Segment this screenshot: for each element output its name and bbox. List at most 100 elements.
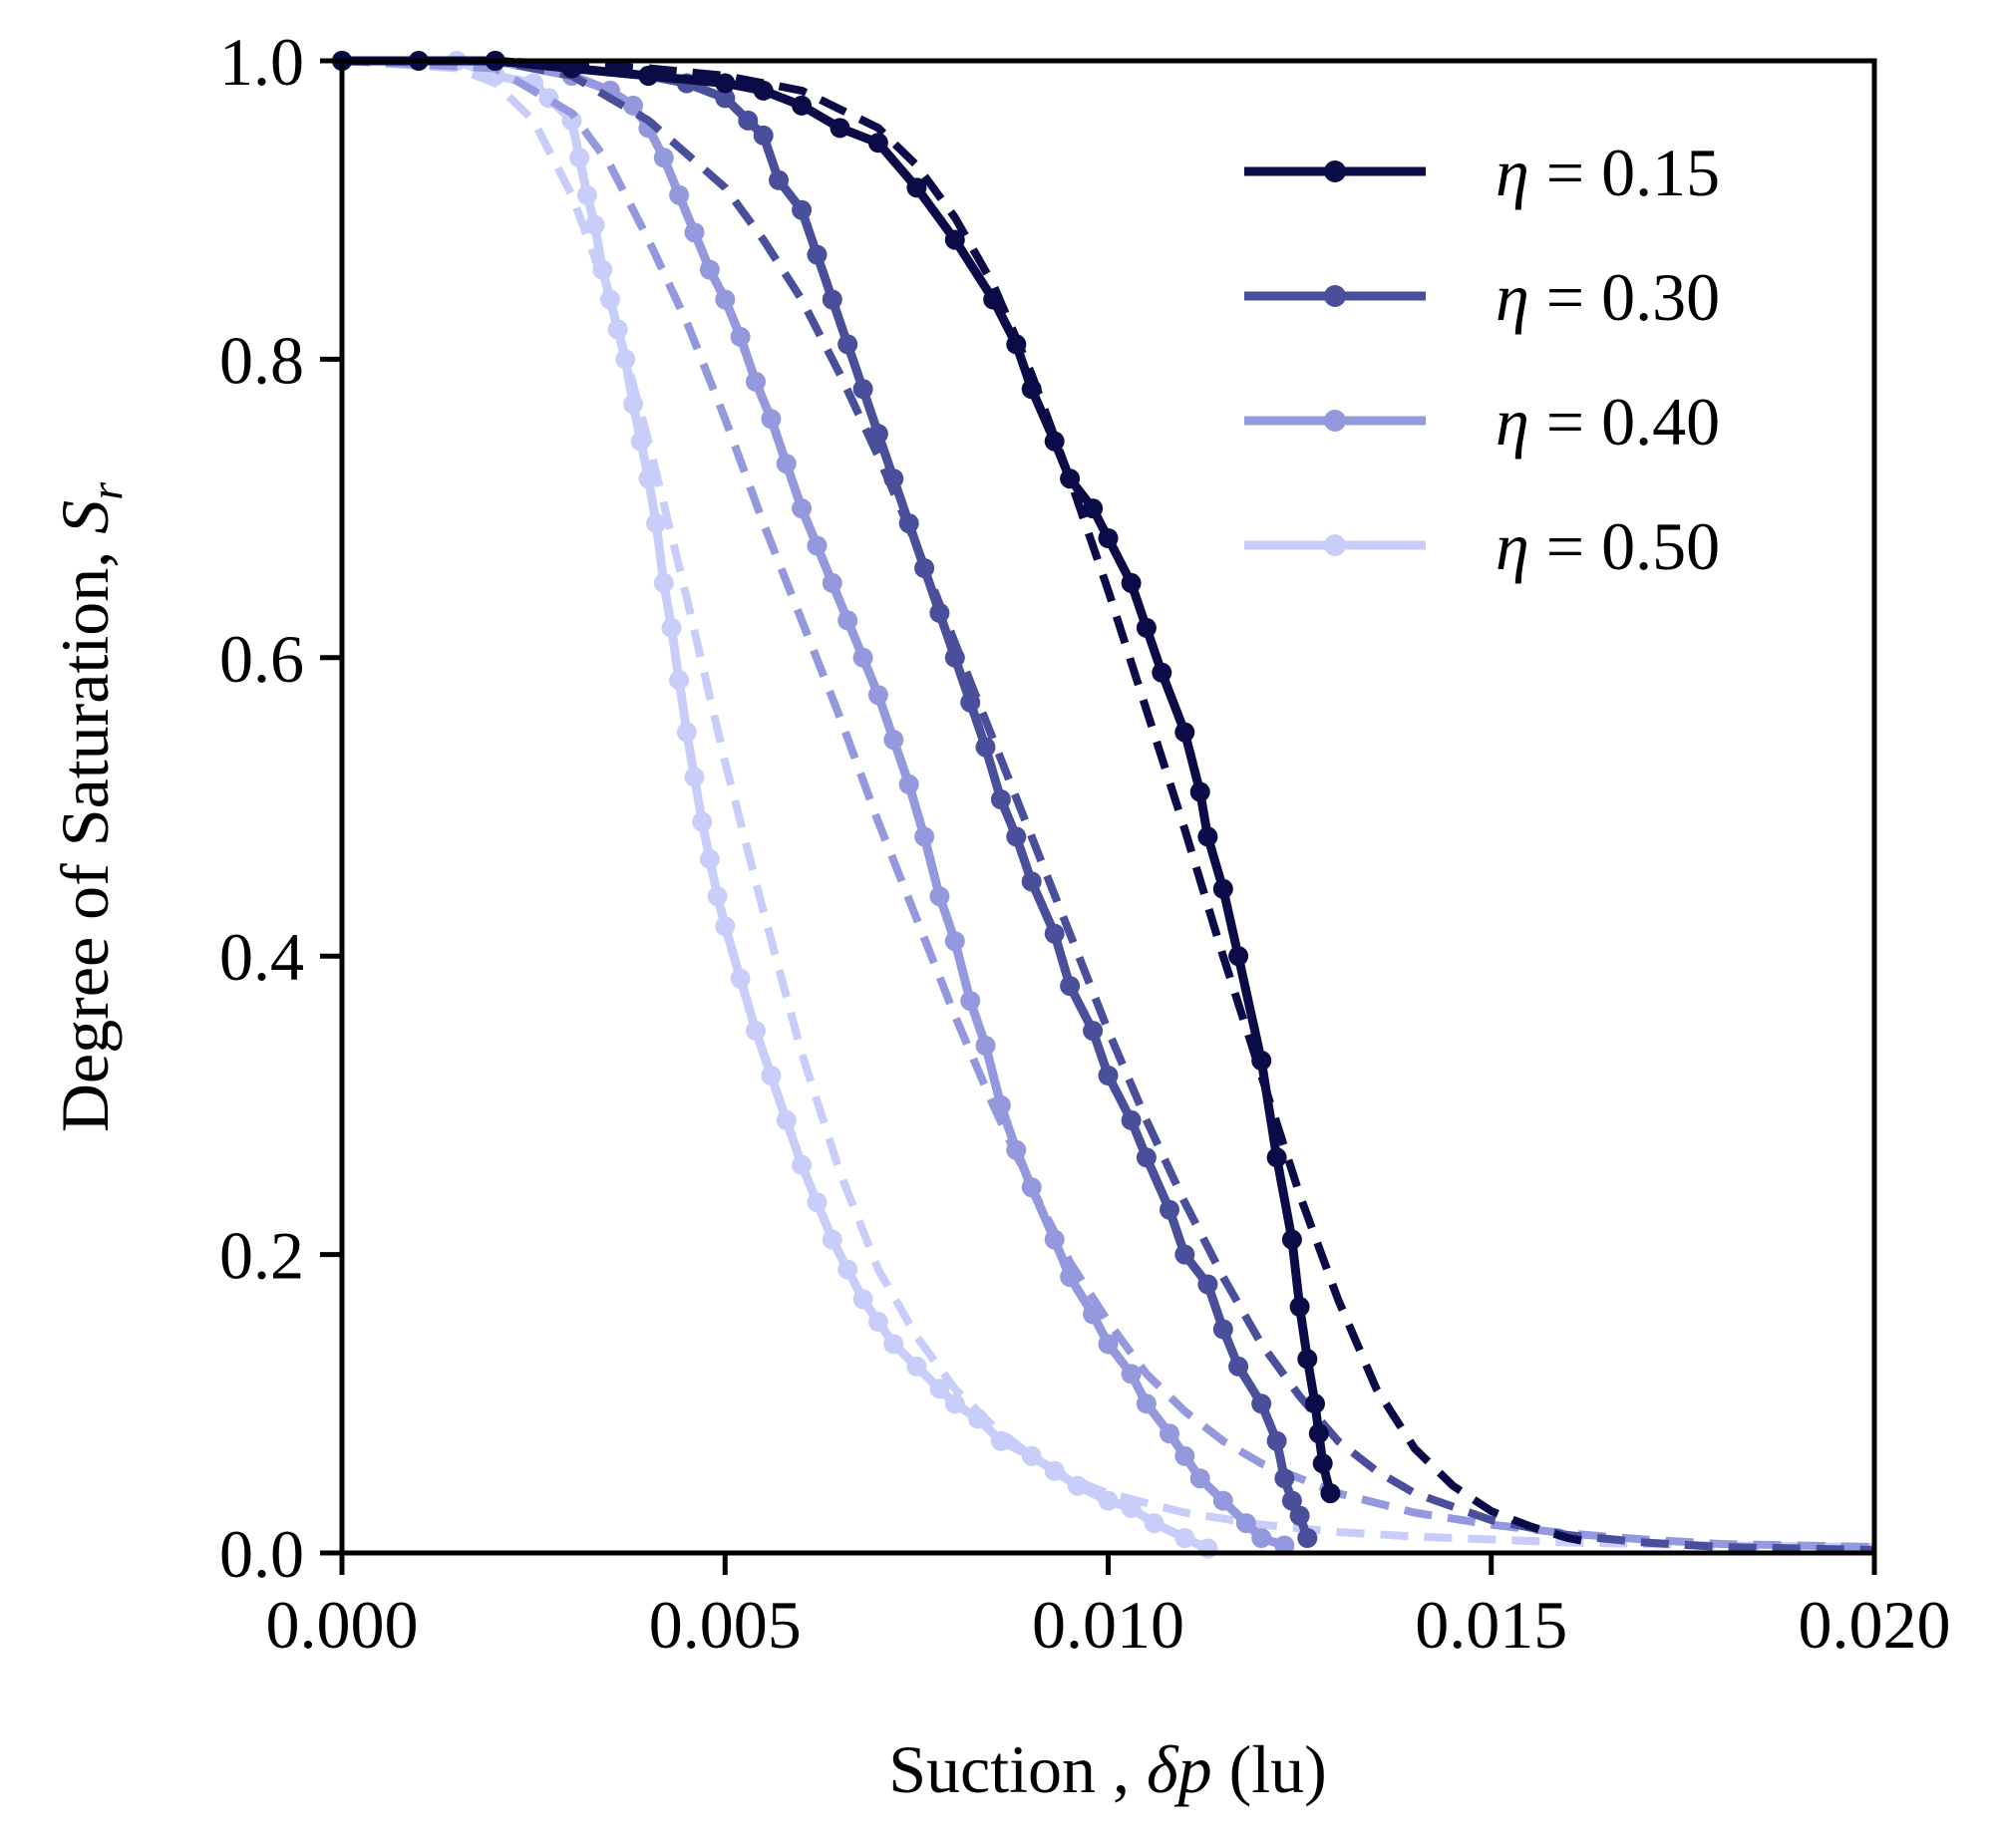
data-point bbox=[761, 409, 782, 430]
data-point bbox=[1197, 1274, 1218, 1295]
data-point bbox=[753, 125, 774, 146]
data-point bbox=[653, 148, 674, 168]
data-point bbox=[1266, 1430, 1287, 1451]
data-point bbox=[707, 886, 728, 907]
data-point bbox=[852, 647, 873, 668]
data-point bbox=[990, 1094, 1011, 1115]
data-point bbox=[906, 1356, 927, 1377]
data-point bbox=[592, 259, 613, 280]
x-tick-label: 0.005 bbox=[649, 1587, 802, 1663]
data-point bbox=[1251, 1393, 1272, 1414]
series-1 bbox=[332, 51, 1875, 1554]
data-point bbox=[623, 95, 643, 116]
data-point bbox=[1312, 1453, 1333, 1474]
data-point bbox=[1121, 572, 1142, 593]
y-tick-label: 0.0 bbox=[219, 1516, 304, 1592]
data-point bbox=[1121, 1364, 1142, 1385]
y-tick-label: 0.6 bbox=[219, 621, 304, 697]
data-point bbox=[807, 535, 828, 556]
data-point bbox=[1060, 976, 1081, 997]
data-point bbox=[792, 95, 813, 116]
data-point bbox=[1212, 878, 1233, 899]
data-point bbox=[699, 259, 720, 280]
data-point bbox=[684, 767, 705, 787]
data-point bbox=[1067, 1475, 1088, 1496]
data-point bbox=[1098, 1066, 1119, 1085]
data-point bbox=[576, 184, 597, 205]
data-point bbox=[792, 498, 813, 519]
y-tick-label: 1.0 bbox=[219, 24, 304, 100]
data-point bbox=[1098, 528, 1119, 548]
data-point bbox=[1228, 1356, 1249, 1377]
data-point bbox=[1044, 923, 1065, 944]
data-point bbox=[1006, 1139, 1027, 1160]
legend-swatch-marker bbox=[1324, 285, 1346, 307]
data-point bbox=[623, 394, 643, 415]
data-point bbox=[944, 1393, 965, 1414]
x-tick-label: 0.015 bbox=[1415, 1587, 1567, 1663]
data-point bbox=[761, 1066, 782, 1085]
data-point bbox=[676, 722, 697, 743]
x-tick-label: 0.010 bbox=[1032, 1587, 1184, 1663]
data-point bbox=[1152, 662, 1172, 683]
legend: η = 0.15 η = 0.30 η = 0.40 η = 0.50 bbox=[1244, 135, 1720, 584]
data-point bbox=[1320, 1483, 1341, 1504]
data-point bbox=[1174, 1244, 1195, 1265]
data-point bbox=[753, 80, 774, 101]
legend-item-1: η = 0.30 bbox=[1244, 259, 1720, 335]
data-point bbox=[837, 334, 858, 355]
data-point bbox=[776, 1109, 797, 1130]
data-point bbox=[1083, 1304, 1104, 1325]
data-point bbox=[837, 1259, 858, 1280]
data-point bbox=[1297, 1349, 1318, 1370]
data-point bbox=[730, 968, 751, 989]
data-point bbox=[792, 1154, 813, 1175]
data-point bbox=[1174, 1445, 1195, 1466]
data-point bbox=[1189, 781, 1210, 802]
legend-label: η = 0.30 bbox=[1496, 259, 1720, 335]
data-point bbox=[715, 88, 736, 109]
data-point bbox=[1044, 1229, 1065, 1250]
legend-item-0: η = 0.15 bbox=[1244, 135, 1720, 210]
data-point bbox=[1189, 1468, 1210, 1489]
data-point bbox=[1044, 1460, 1065, 1481]
data-point bbox=[1006, 826, 1027, 847]
series-0 bbox=[332, 51, 1592, 1547]
data-point bbox=[569, 148, 590, 168]
data-point bbox=[1021, 1445, 1042, 1466]
data-point bbox=[883, 730, 904, 751]
data-point bbox=[730, 326, 751, 347]
data-point bbox=[975, 1036, 996, 1056]
data-point bbox=[661, 617, 682, 638]
y-tick-label: 0.4 bbox=[219, 919, 304, 995]
y-tick-label: 0.2 bbox=[219, 1218, 304, 1294]
legend-label: η = 0.15 bbox=[1496, 135, 1720, 210]
data-point bbox=[1121, 1109, 1142, 1130]
data-point bbox=[1136, 1393, 1157, 1414]
data-point bbox=[630, 431, 651, 452]
data-point bbox=[983, 289, 1004, 310]
data-point bbox=[1060, 1267, 1081, 1288]
data-point bbox=[776, 454, 797, 474]
data-point bbox=[600, 289, 620, 310]
series-2 bbox=[332, 51, 1875, 1556]
data-point bbox=[867, 1312, 888, 1332]
data-point bbox=[1297, 1528, 1318, 1548]
data-point bbox=[944, 647, 965, 668]
data-point bbox=[944, 931, 965, 952]
data-point bbox=[852, 1289, 873, 1310]
data-point bbox=[830, 118, 850, 139]
data-point bbox=[1289, 1505, 1310, 1526]
data-point bbox=[837, 610, 858, 631]
y-axis-ticks: 0.0 0.2 0.4 0.6 0.8 1.0 bbox=[219, 24, 342, 1592]
legend-swatch-marker bbox=[1324, 160, 1346, 182]
data-point bbox=[1235, 1513, 1256, 1534]
data-point bbox=[1251, 1528, 1272, 1548]
data-point bbox=[929, 1379, 950, 1399]
fit-curve-0 bbox=[342, 57, 1592, 1547]
data-point bbox=[867, 424, 888, 445]
legend-swatch-marker bbox=[1324, 534, 1346, 556]
data-point bbox=[906, 177, 927, 198]
data-point bbox=[699, 848, 720, 869]
